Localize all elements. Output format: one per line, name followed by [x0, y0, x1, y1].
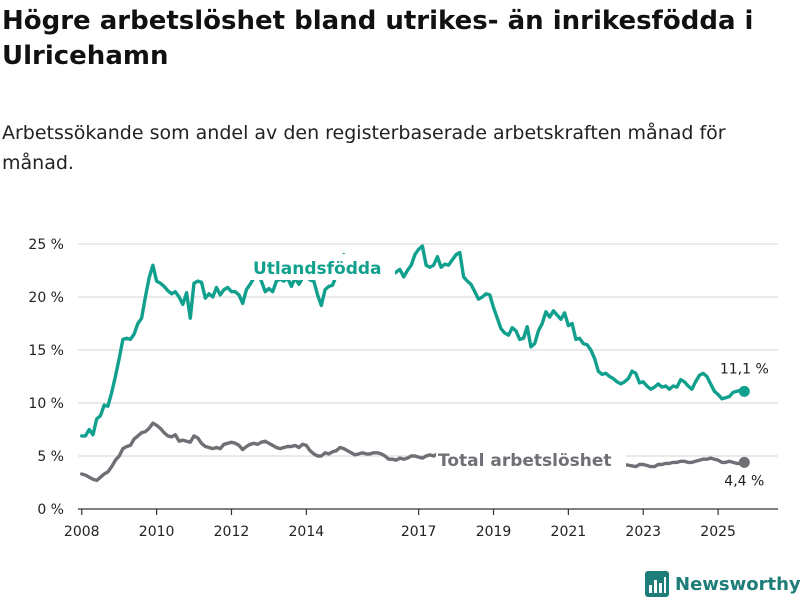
- series-line-total: [80, 421, 746, 483]
- y-tick-label: 0 %: [37, 502, 64, 518]
- chart-subtitle: Arbetssökande som andel av den registerb…: [2, 122, 726, 174]
- grid-lines: [78, 243, 778, 457]
- y-tick-label: 5 %: [37, 449, 64, 465]
- x-tick-label: 2021: [551, 524, 587, 540]
- end-point-total: [738, 456, 750, 468]
- x-tick-label: 2023: [625, 524, 661, 540]
- y-tick-label: 15 %: [28, 343, 64, 359]
- series-labels: Utlandsfödda Total arbetslöshet 11,1 % 4,4 …: [253, 259, 769, 489]
- newsworthy-logo: Newsworthy: [645, 569, 800, 599]
- y-tick-label: 10 %: [28, 396, 64, 412]
- series-line-utlandsfodda: [80, 244, 746, 438]
- x-tick-label: 2025: [700, 524, 736, 540]
- label-bg: [436, 446, 626, 470]
- end-value-label-total: 4,4 %: [724, 473, 764, 489]
- series-label-total: Total arbetslöshet: [438, 451, 612, 471]
- series-label-utlandsfodda: Utlandsfödda: [253, 259, 382, 279]
- x-tick-label: 2017: [401, 524, 437, 540]
- x-tick-label: 2008: [64, 524, 100, 540]
- x-tick-label: 2010: [139, 524, 175, 540]
- end-value-label-utlandsfodda: 11,1 %: [720, 361, 769, 377]
- x-tick-label: 2019: [476, 524, 512, 540]
- label-backgrounds: [250, 254, 626, 470]
- series-lines: [80, 244, 750, 483]
- label-bg: [250, 254, 395, 280]
- brand-name: Newsworthy: [675, 573, 800, 595]
- x-tick-label: 2014: [289, 524, 325, 540]
- y-tick-label: 20 %: [28, 290, 64, 306]
- y-tick-label: 25 %: [28, 237, 64, 253]
- page-title: Högre arbetslöshet bland utrikes- än inr…: [2, 6, 754, 71]
- x-tick-label: 2012: [214, 524, 250, 540]
- end-point-utlandsfodda: [738, 385, 750, 397]
- bar-chart-icon: [645, 571, 669, 597]
- y-axis-tick-labels: 0 % 5 % 10 % 15 % 20 % 25 %: [28, 237, 64, 518]
- x-axis: 2008 2010 2012 2014 2017 2019 2021 2023 2025: [64, 508, 778, 540]
